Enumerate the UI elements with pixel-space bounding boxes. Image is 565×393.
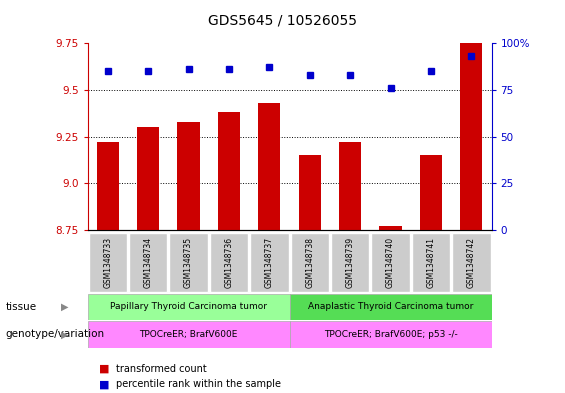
- Bar: [299, 155, 321, 230]
- Bar: [339, 142, 361, 230]
- Text: Papillary Thyroid Carcinoma tumor: Papillary Thyroid Carcinoma tumor: [110, 303, 267, 311]
- Text: GSM1348734: GSM1348734: [144, 237, 153, 288]
- Bar: [331, 233, 370, 292]
- Text: GSM1348735: GSM1348735: [184, 237, 193, 288]
- Text: ▶: ▶: [61, 329, 69, 340]
- Bar: [88, 321, 290, 348]
- Bar: [452, 233, 490, 292]
- Bar: [250, 233, 289, 292]
- Text: GSM1348740: GSM1348740: [386, 237, 395, 288]
- Bar: [290, 321, 492, 348]
- Text: TPOCreER; BrafV600E; p53 -/-: TPOCreER; BrafV600E; p53 -/-: [324, 330, 458, 339]
- Bar: [218, 112, 240, 230]
- Text: ■: ■: [99, 364, 110, 374]
- Text: GSM1348736: GSM1348736: [224, 237, 233, 288]
- Bar: [97, 142, 119, 230]
- Text: GSM1348737: GSM1348737: [265, 237, 274, 288]
- Bar: [290, 294, 492, 320]
- Text: TPOCreER; BrafV600E: TPOCreER; BrafV600E: [140, 330, 238, 339]
- Bar: [210, 233, 248, 292]
- Bar: [129, 233, 167, 292]
- Bar: [258, 103, 280, 230]
- Text: ■: ■: [99, 379, 110, 389]
- Bar: [88, 294, 290, 320]
- Text: genotype/variation: genotype/variation: [6, 329, 105, 340]
- Bar: [380, 226, 402, 230]
- Text: GSM1348739: GSM1348739: [346, 237, 355, 288]
- Bar: [177, 121, 199, 230]
- Text: Anaplastic Thyroid Carcinoma tumor: Anaplastic Thyroid Carcinoma tumor: [308, 303, 473, 311]
- Bar: [170, 233, 208, 292]
- Bar: [460, 43, 483, 230]
- Bar: [137, 127, 159, 230]
- Text: GDS5645 / 10526055: GDS5645 / 10526055: [208, 14, 357, 28]
- Bar: [412, 233, 450, 292]
- Bar: [89, 233, 127, 292]
- Bar: [290, 233, 329, 292]
- Text: ▶: ▶: [61, 302, 69, 312]
- Text: GSM1348742: GSM1348742: [467, 237, 476, 288]
- Text: GSM1348738: GSM1348738: [305, 237, 314, 288]
- Bar: [420, 155, 442, 230]
- Text: transformed count: transformed count: [116, 364, 207, 374]
- Text: GSM1348733: GSM1348733: [103, 237, 112, 288]
- Text: tissue: tissue: [6, 302, 37, 312]
- Text: percentile rank within the sample: percentile rank within the sample: [116, 379, 281, 389]
- Text: GSM1348741: GSM1348741: [427, 237, 436, 288]
- Bar: [371, 233, 410, 292]
